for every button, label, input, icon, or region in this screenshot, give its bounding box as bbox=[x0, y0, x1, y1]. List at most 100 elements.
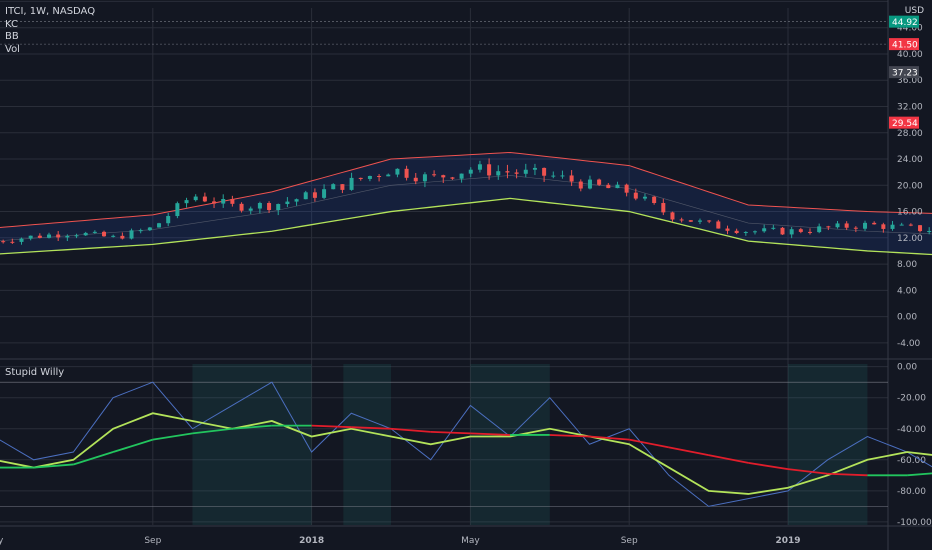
candle-body bbox=[19, 238, 24, 242]
candle-body bbox=[386, 174, 391, 177]
candle-body bbox=[661, 203, 666, 213]
candle-body bbox=[587, 179, 592, 189]
willy-slow-segment bbox=[311, 424, 352, 429]
time-tick-label: Sep bbox=[144, 536, 161, 546]
price-tick-label: 24.00 bbox=[897, 155, 923, 165]
candle-body bbox=[578, 181, 583, 189]
candle-body bbox=[863, 222, 868, 229]
time-tick-label: Sep bbox=[621, 536, 638, 546]
candle-body bbox=[789, 229, 794, 235]
candle-body bbox=[111, 235, 116, 237]
price-tick-label: 20.00 bbox=[897, 181, 923, 191]
candle-body bbox=[716, 221, 721, 229]
candle-body bbox=[276, 204, 281, 211]
price-tick-label: -4.00 bbox=[897, 339, 921, 349]
candle-body bbox=[780, 227, 785, 235]
price-label-box bbox=[889, 15, 919, 28]
price-label-box bbox=[889, 116, 919, 129]
candle-body bbox=[597, 179, 602, 185]
willy-slow-segment bbox=[907, 472, 932, 477]
price-tick-label: 28.00 bbox=[897, 129, 923, 139]
candle-body bbox=[175, 203, 180, 217]
price-tick-label: 44.00 bbox=[897, 24, 923, 34]
willy-smooth-line bbox=[0, 412, 932, 495]
price-label-text: 44.92 bbox=[892, 18, 918, 28]
candle-body bbox=[808, 231, 813, 233]
bollinger-band bbox=[0, 151, 932, 256]
candle-body bbox=[212, 201, 217, 204]
candle-body bbox=[487, 164, 492, 176]
willy-slow-segment bbox=[232, 424, 272, 430]
candle-body bbox=[166, 216, 171, 224]
symbol-title[interactable]: ITCI, 1W, NASDAQ bbox=[5, 6, 96, 17]
candle-body bbox=[47, 234, 52, 238]
candle-body bbox=[157, 223, 162, 228]
price-label-box bbox=[889, 38, 919, 51]
price-tick-label: 0.00 bbox=[897, 313, 917, 323]
osc-tick-label: -80.00 bbox=[897, 487, 926, 497]
oscillator-zones bbox=[192, 364, 868, 525]
osc-zone bbox=[343, 364, 391, 525]
candle-body bbox=[505, 171, 510, 173]
willy-slow-segment bbox=[549, 434, 590, 438]
bb-lower-line bbox=[0, 197, 932, 256]
candle-body bbox=[532, 167, 537, 170]
candle-body bbox=[395, 168, 400, 175]
candle-body bbox=[844, 223, 849, 228]
willy-slow-segment bbox=[827, 472, 868, 477]
price-label-text: 41.50 bbox=[892, 41, 918, 51]
candle-body bbox=[102, 231, 107, 237]
price-tick-label: 4.00 bbox=[897, 286, 917, 296]
indicator-bb-label[interactable]: BB bbox=[5, 31, 19, 42]
price-tick-label: 8.00 bbox=[897, 260, 917, 270]
willy-slow-segment bbox=[192, 427, 233, 435]
candle-body bbox=[377, 175, 382, 177]
price-tick-label: 40.00 bbox=[897, 50, 923, 60]
candle-body bbox=[56, 234, 61, 238]
oscillator-title[interactable]: Stupid Willy bbox=[5, 367, 65, 378]
grid bbox=[0, 0, 888, 525]
candle-body bbox=[404, 168, 409, 178]
candle-body bbox=[542, 167, 547, 176]
candle-body bbox=[872, 222, 877, 225]
oscillator-series bbox=[0, 381, 932, 507]
willy-slow-segment bbox=[33, 463, 74, 469]
candle-body bbox=[817, 226, 822, 233]
candle-body bbox=[762, 228, 767, 232]
candle-body bbox=[679, 219, 684, 221]
currency-label: USD bbox=[904, 6, 924, 16]
candles bbox=[1, 158, 932, 245]
willy-slow-segment bbox=[470, 432, 511, 436]
osc-zone bbox=[470, 364, 550, 525]
price-tick-label: 36.00 bbox=[897, 76, 923, 86]
candle-body bbox=[294, 199, 299, 202]
willy-slow-segment bbox=[748, 462, 789, 471]
candle-body bbox=[899, 224, 904, 226]
main-legend: ITCI, 1W, NASDAQ KC BB Vol bbox=[5, 6, 95, 56]
candle-body bbox=[202, 196, 207, 202]
osc-tick-label: 0.00 bbox=[897, 363, 917, 373]
candle-body bbox=[551, 175, 556, 177]
price-label-text: 37.23 bbox=[892, 69, 918, 79]
price-tick-label: 16.00 bbox=[897, 208, 923, 218]
candle-body bbox=[918, 225, 923, 232]
willy-slow-segment bbox=[390, 427, 431, 433]
candle-body bbox=[28, 235, 33, 239]
willy-slow-segment bbox=[152, 432, 193, 441]
candle-body bbox=[624, 184, 629, 193]
price-label-text: 29.54 bbox=[892, 119, 918, 129]
candle-body bbox=[826, 226, 831, 228]
candle-body bbox=[129, 230, 134, 239]
candle-body bbox=[633, 192, 638, 199]
candle-body bbox=[257, 203, 262, 209]
candle-body bbox=[908, 224, 913, 226]
candle-body bbox=[752, 231, 757, 233]
willy-slow-segment bbox=[351, 426, 392, 430]
indicator-vol-label[interactable]: Vol bbox=[5, 43, 20, 55]
candle-body bbox=[771, 227, 776, 229]
indicator-kc-label[interactable]: KC bbox=[5, 18, 18, 30]
willy-slow-segment bbox=[787, 468, 828, 475]
osc-tick-label: -20.00 bbox=[897, 394, 926, 404]
